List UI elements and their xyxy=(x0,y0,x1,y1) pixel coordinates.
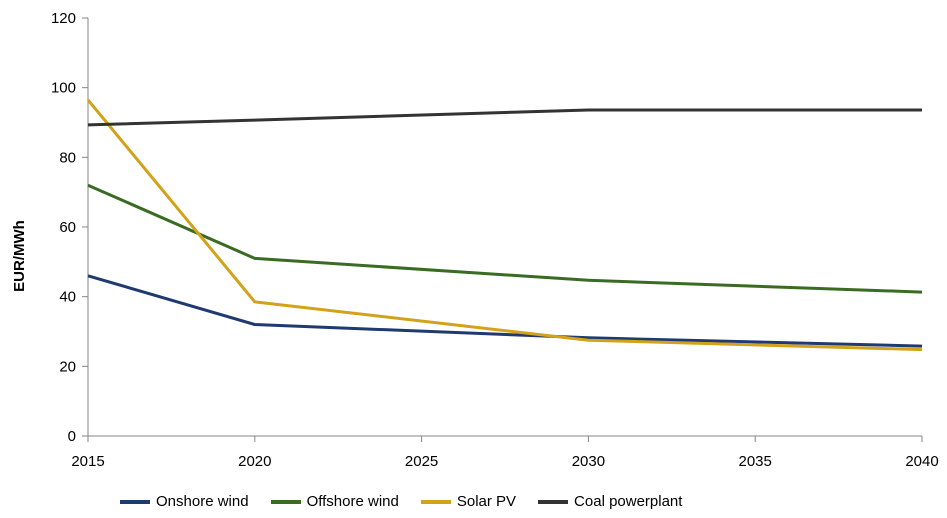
offshore-wind-line xyxy=(87,183,923,294)
x-tick-label: 2025 xyxy=(405,453,438,470)
y-tick-label: 0 xyxy=(68,428,76,445)
legend-label: Offshore wind xyxy=(306,493,399,510)
x-axis: 2015 2020 2025 2030 2035 2040 xyxy=(71,435,939,470)
y-tick-label: 100 xyxy=(51,80,76,97)
legend-label: Coal powerplant xyxy=(574,493,683,510)
y-axis: 0 20 40 60 80 100 120 xyxy=(51,10,89,445)
x-tick-label: 2040 xyxy=(905,453,938,470)
legend-item-solar-pv: Solar PV xyxy=(420,493,517,510)
legend-item-offshore-wind: Offshore wind xyxy=(270,493,399,510)
solar-pv-line xyxy=(86,98,923,352)
legend-swatch xyxy=(270,499,301,504)
legend-swatch xyxy=(120,499,150,504)
legend-label: Solar PV xyxy=(456,493,517,510)
x-tick-label: 2015 xyxy=(71,453,104,470)
y-tick-label: 60 xyxy=(59,219,76,236)
onshore-wind-line xyxy=(87,274,923,348)
x-tick-label: 2035 xyxy=(739,453,772,470)
legend-swatch xyxy=(420,499,451,504)
y-axis-title: EUR/MWh xyxy=(11,220,28,292)
legend-label: Onshore wind xyxy=(156,493,249,510)
series-lines xyxy=(86,98,923,352)
y-tick-label: 20 xyxy=(59,358,76,375)
coal-powerplant-line xyxy=(87,108,922,127)
legend-item-coal-powerplant: Coal powerplant xyxy=(538,493,682,510)
legend-swatch xyxy=(538,499,569,504)
x-tick-label: 2030 xyxy=(572,453,605,470)
x-tick-label: 2020 xyxy=(238,453,271,470)
y-tick-label: 80 xyxy=(59,149,76,166)
legend-item-onshore-wind: Onshore wind xyxy=(120,493,249,510)
y-tick-label: 120 xyxy=(51,10,76,27)
chart-legend: Onshore wind Offshore wind Solar PV Coal po… xyxy=(120,493,682,510)
y-tick-label: 40 xyxy=(59,289,76,306)
